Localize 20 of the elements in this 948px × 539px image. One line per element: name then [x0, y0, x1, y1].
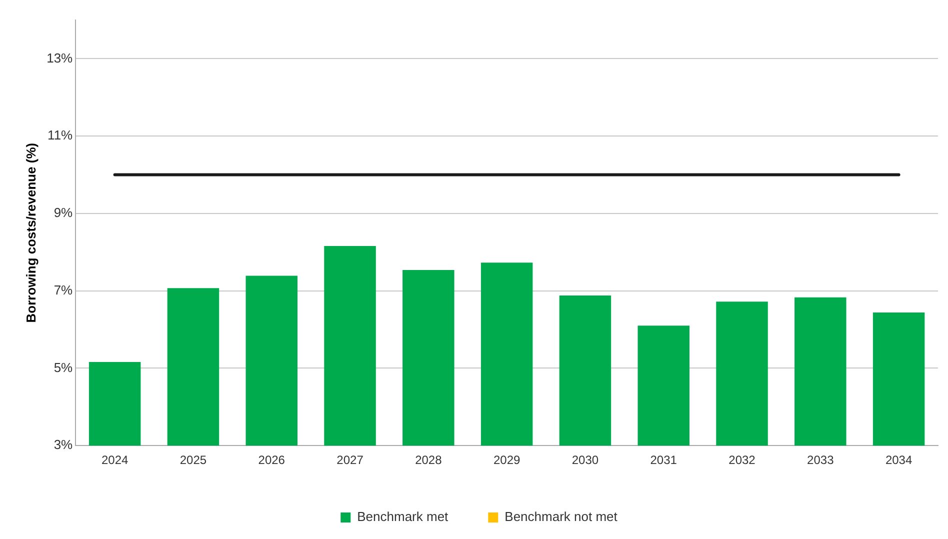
- x-tick-label: 2034: [885, 453, 912, 468]
- x-tick-label: 2029: [493, 453, 520, 468]
- y-tick-label: 11%: [48, 128, 74, 143]
- x-tick-label: 2028: [415, 453, 442, 468]
- x-tick-label: 2026: [258, 453, 286, 468]
- x-tick-label: 2027: [336, 453, 364, 468]
- x-tick-label: 2031: [650, 453, 678, 468]
- y-tick-label: 7%: [54, 282, 74, 298]
- legend-label: Benchmark not met: [504, 509, 618, 524]
- legend-label: Benchmark met: [357, 509, 449, 524]
- y-tick-label: 5%: [54, 360, 74, 375]
- y-tick-label: 9%: [54, 205, 74, 220]
- x-tick-label: 2030: [572, 453, 599, 468]
- y-tick-label: 3%: [54, 437, 74, 452]
- x-tick-label: 2032: [728, 453, 756, 468]
- x-tick-label: 2025: [180, 453, 207, 468]
- y-tick-label: 13%: [46, 50, 74, 66]
- x-tick-label: 2024: [101, 453, 128, 468]
- y-axis-title: Borrowing costs/revenue (%): [23, 142, 38, 323]
- x-tick-label: 2033: [807, 453, 834, 468]
